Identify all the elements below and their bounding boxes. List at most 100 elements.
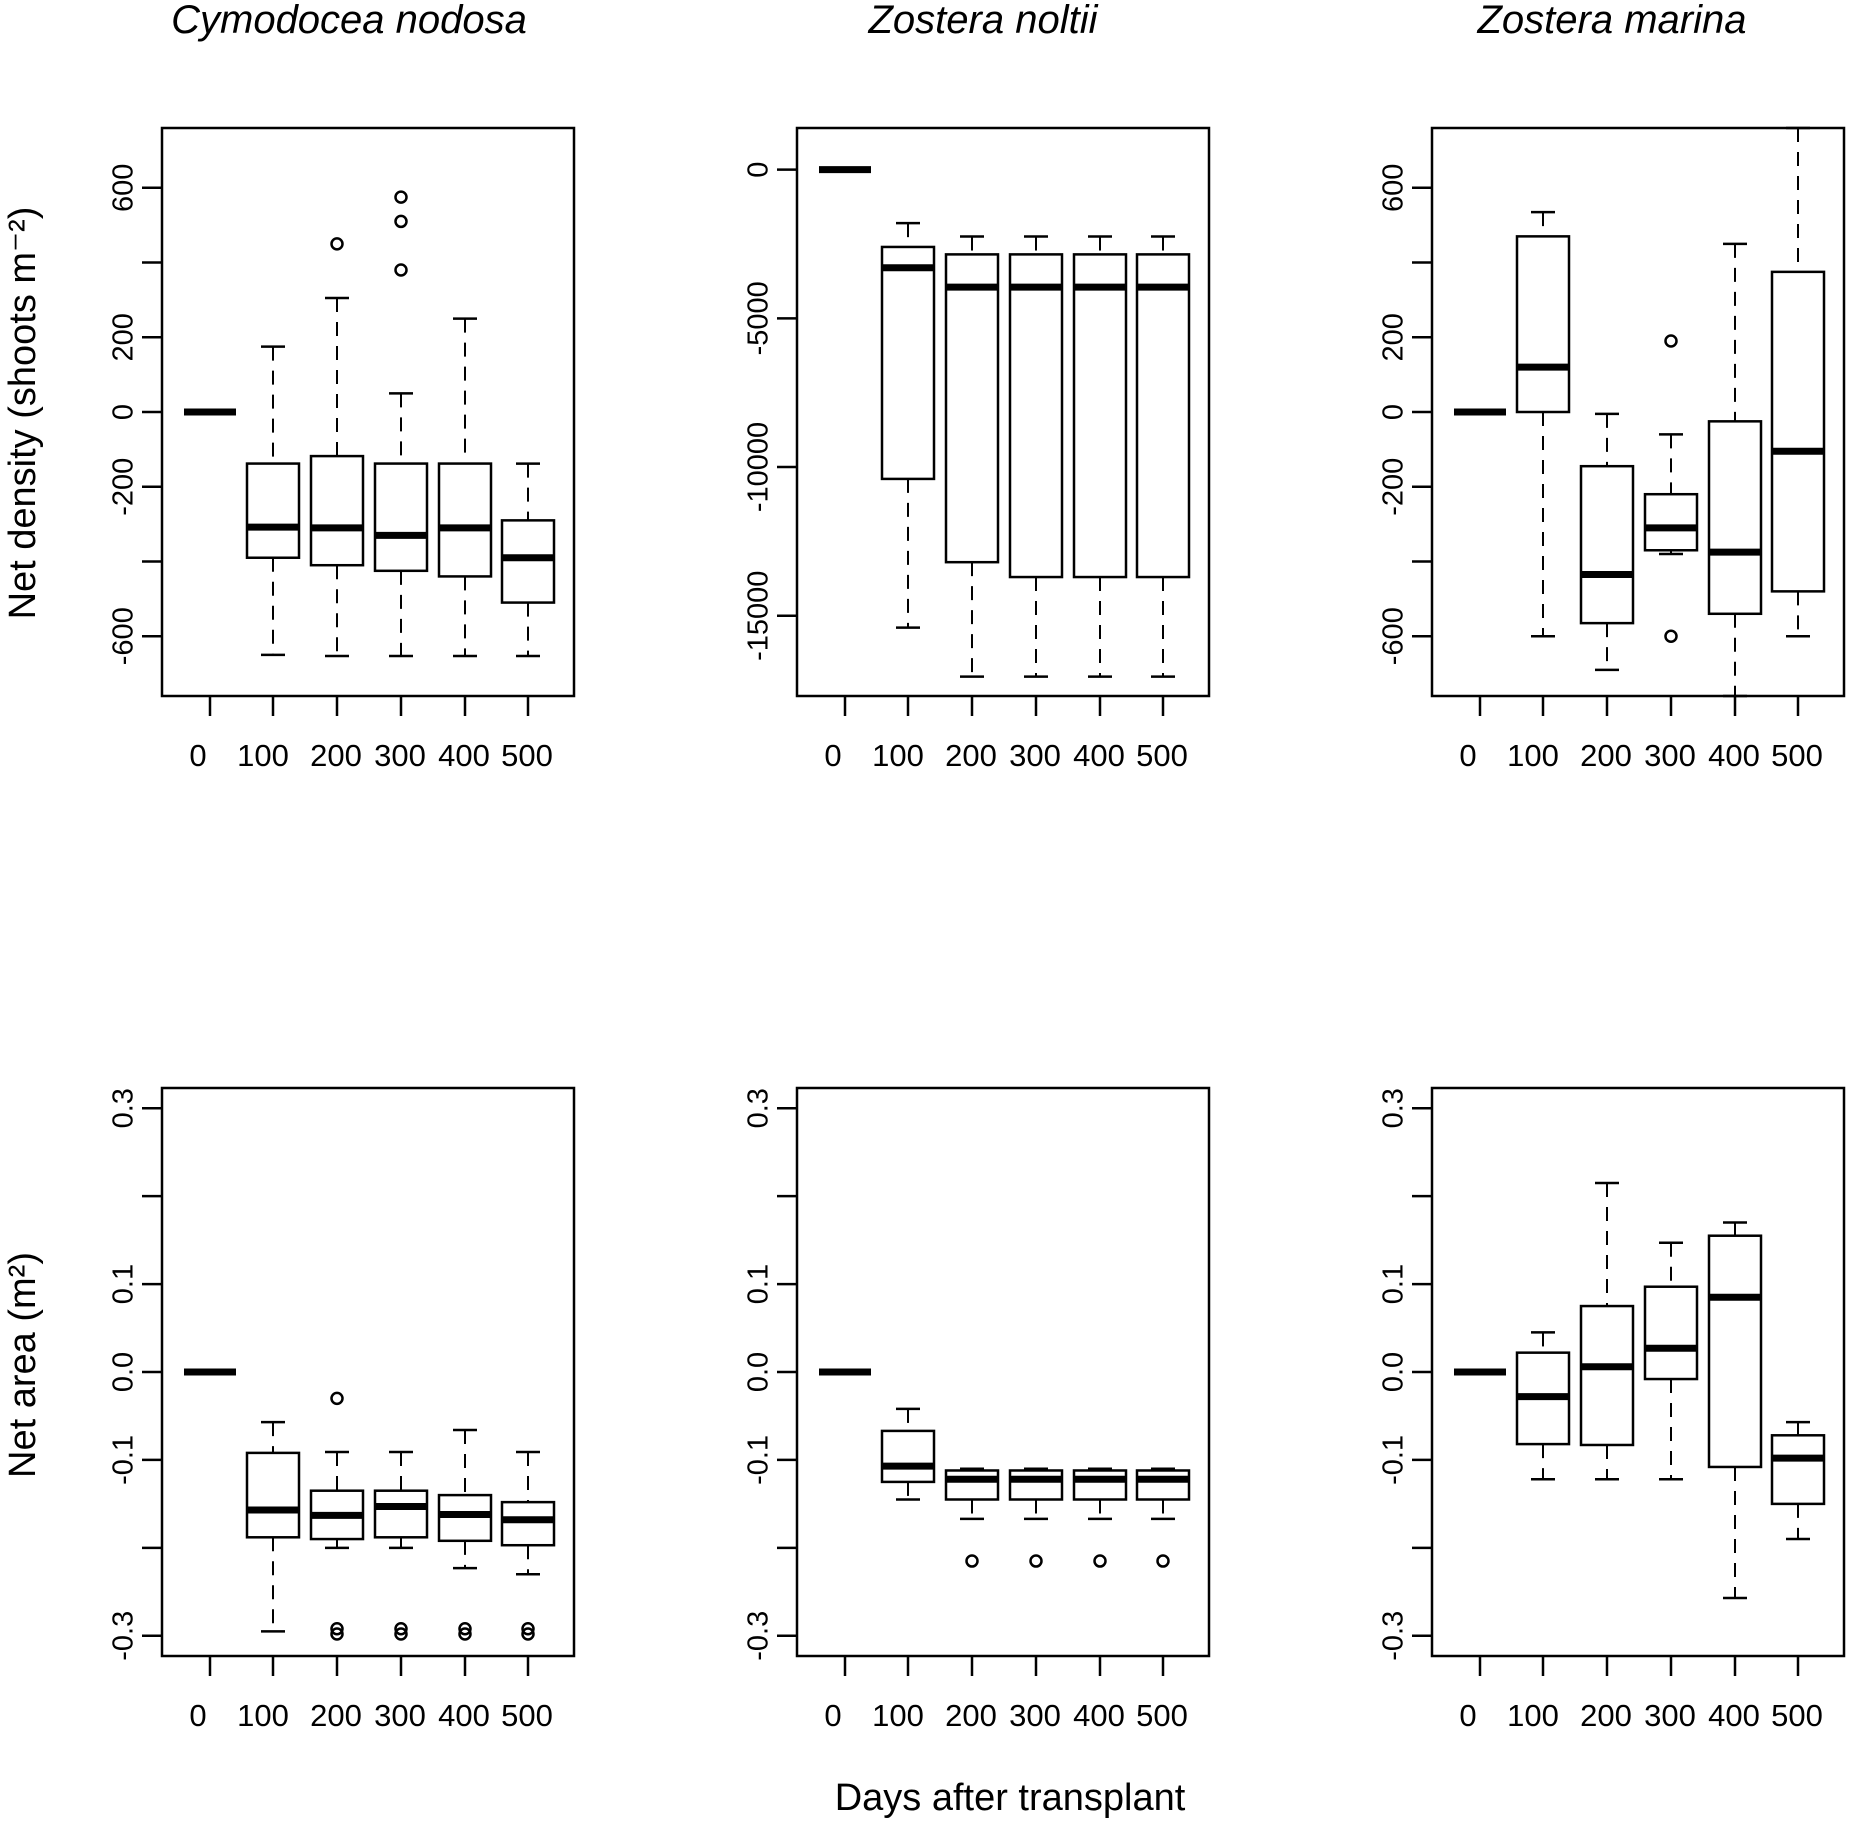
x-tick-label: 100: [237, 738, 289, 773]
panels: -600 -200 0 200 600 0 100 200 300 400 500 -15000 -10…: [108, 126, 1846, 1733]
outlier-point: [394, 263, 408, 277]
iqr-box: [880, 245, 936, 481]
panel-5: -0.3 -0.1 0.0 0.1 0.3 0 100 200 300 400 500: [743, 1086, 1211, 1733]
iqr-box: [1643, 492, 1699, 552]
iqr-box: [1707, 420, 1763, 616]
x-tick-label: 300: [1644, 738, 1696, 773]
outlier-point: [394, 1621, 408, 1636]
iqr-box: [500, 1500, 556, 1547]
iqr-box: [500, 519, 556, 604]
x-tick-label: 500: [501, 738, 553, 773]
x-tick-label: 100: [1507, 1698, 1559, 1733]
y-tick-label: 200: [108, 313, 140, 361]
iqr-box: [437, 1493, 493, 1543]
x-tick-label: 300: [1644, 1698, 1696, 1733]
box-300: [1008, 235, 1064, 678]
y-tick-label: 0.0: [108, 1352, 140, 1392]
panel-title-zostera-marina: Zostera marina: [1477, 0, 1747, 42]
box-100: [245, 345, 301, 657]
box-400: [437, 317, 493, 658]
y-tick-label: -0.3: [743, 1611, 775, 1661]
y-tick-label: -0.3: [108, 1611, 140, 1661]
x-tick-label: 200: [1580, 1698, 1632, 1733]
box-500: [500, 462, 556, 658]
x-tick-label: 200: [945, 1698, 997, 1733]
iqr-box: [1072, 253, 1128, 579]
iqr-box: [1135, 1469, 1191, 1501]
iqr-box: [1643, 1285, 1699, 1381]
x-tick-label: 500: [1771, 1698, 1823, 1733]
iqr-box: [1515, 235, 1571, 414]
x-tick-label: 300: [374, 738, 426, 773]
box-100: [245, 1420, 301, 1633]
iqr-box: [1770, 270, 1826, 593]
y-tick-label: 0.1: [743, 1264, 775, 1304]
y-tick-label: 0.3: [108, 1088, 140, 1128]
plot-frame: [795, 126, 1211, 698]
iqr-box: [245, 462, 301, 559]
iqr-box: [309, 454, 365, 567]
outlier-point: [1093, 1554, 1107, 1568]
panel-3: -600 -200 0 200 600 0 100 200 300 400 500: [1378, 126, 1846, 773]
outlier-point: [1156, 1554, 1170, 1568]
box-100: [1515, 1331, 1571, 1481]
y-tick-label: -10000: [743, 422, 775, 512]
y-tick-label: -15000: [743, 571, 775, 661]
y-tick-label: -200: [108, 458, 140, 516]
box-300: [1008, 1467, 1064, 1568]
box-300: [373, 190, 429, 658]
panel-2: -15000 -10000 -5000 0 0 100 200 300 400 500: [743, 126, 1211, 773]
y-tick-label: 0.3: [1378, 1088, 1410, 1128]
y-tick-label: -0.1: [1378, 1435, 1410, 1485]
outlier-point: [458, 1621, 472, 1636]
y-tick-label: -5000: [743, 281, 775, 355]
x-tick-label: 100: [872, 738, 924, 773]
box-500: [500, 1450, 556, 1641]
iqr-box: [1135, 253, 1191, 579]
y-tick-label: 600: [1378, 164, 1410, 212]
x-tick-label: 500: [501, 1698, 553, 1733]
iqr-box: [1072, 1469, 1128, 1501]
y-tick-label: -200: [1378, 458, 1410, 516]
y-axis-label-net-density: Net density (shoots m⁻²): [2, 207, 44, 620]
x-tick-label: 200: [945, 738, 997, 773]
iqr-box: [245, 1451, 301, 1539]
box-500: [1135, 1467, 1191, 1568]
y-tick-label: 0.1: [1378, 1264, 1410, 1304]
iqr-box: [1008, 1469, 1064, 1501]
x-tick-label: 200: [310, 738, 362, 773]
outlier-point: [394, 214, 408, 229]
x-tick-label: 400: [438, 1698, 490, 1733]
box-300: [1643, 1241, 1699, 1481]
outlier-point: [521, 1621, 535, 1636]
outlier-point: [330, 1621, 344, 1636]
iqr-box: [373, 1489, 429, 1539]
x-tick-label: 0: [824, 1698, 841, 1733]
x-tick-label: 500: [1136, 738, 1188, 773]
outlier-point: [1664, 629, 1678, 643]
box-200: [1579, 412, 1635, 672]
y-tick-label: 0: [743, 162, 775, 178]
panel-1: -600 -200 0 200 600 0 100 200 300 400 500: [108, 126, 576, 773]
outlier-point: [1029, 1554, 1043, 1568]
box-200: [309, 1391, 365, 1641]
outlier-point: [330, 237, 344, 251]
y-tick-label: -0.1: [108, 1435, 140, 1485]
panel-4: -0.3 -0.1 0.0 0.1 0.3 0 100 200 300 400 500: [108, 1086, 576, 1733]
x-tick-label: 400: [1708, 738, 1760, 773]
box-100: [1515, 210, 1571, 638]
box-500: [1770, 126, 1826, 638]
outlier-point: [965, 1554, 979, 1568]
box-100: [880, 221, 936, 629]
box-400: [1707, 242, 1763, 698]
y-tick-label: 0: [1378, 404, 1410, 420]
iqr-box: [373, 462, 429, 573]
outlier-point: [458, 1627, 472, 1641]
iqr-box: [1579, 464, 1635, 625]
x-tick-label: 400: [1708, 1698, 1760, 1733]
x-tick-label: 100: [872, 1698, 924, 1733]
x-tick-label: 0: [824, 738, 841, 773]
panel-6: -0.3 -0.1 0.0 0.1 0.3 0 100 200 300 400 500: [1378, 1086, 1846, 1733]
y-tick-label: -0.3: [1378, 1611, 1410, 1661]
iqr-box: [944, 1469, 1000, 1501]
